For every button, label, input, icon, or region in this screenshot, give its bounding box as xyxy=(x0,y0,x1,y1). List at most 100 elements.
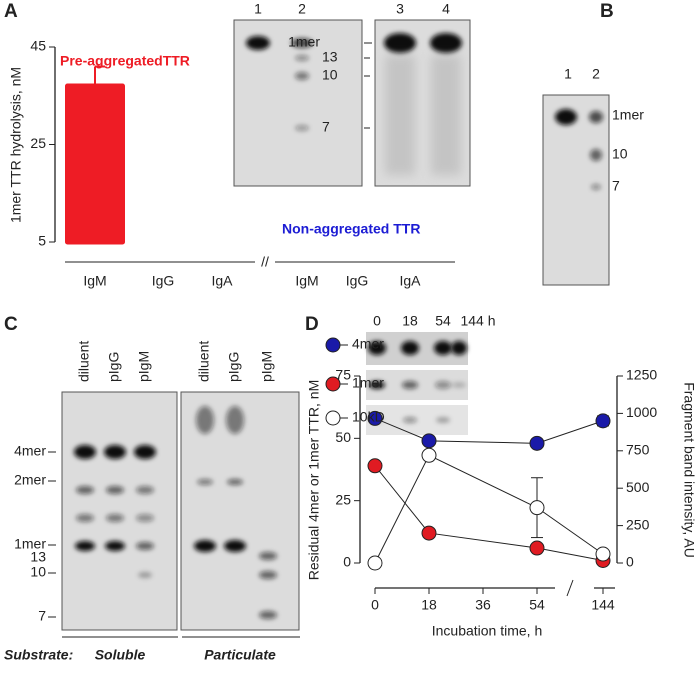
lane-label: 2 xyxy=(298,1,306,17)
y2-tick-label: 1250 xyxy=(626,367,657,383)
gel-bands xyxy=(384,33,462,175)
lane-label: diluent xyxy=(76,341,92,382)
marker-label: 10 xyxy=(322,67,338,83)
x-tick-label: IgM xyxy=(83,273,106,289)
panel-label: B xyxy=(600,1,614,22)
point xyxy=(421,525,437,541)
gel-bands xyxy=(246,36,313,131)
legend-marker xyxy=(325,376,341,392)
x-tick-label: IgA xyxy=(399,273,421,289)
group-label: Soluble xyxy=(95,647,146,663)
lane-label: pIgM xyxy=(259,351,275,382)
legend-label: 4mer xyxy=(352,336,384,352)
series-line xyxy=(374,417,604,444)
axis-break: // xyxy=(261,254,269,270)
marker-label: 13 xyxy=(322,49,338,65)
y2-tick-label: 0 xyxy=(626,554,634,570)
group-label: Pre-aggregatedTTR xyxy=(60,53,190,69)
panel-label: C xyxy=(4,314,18,335)
gel-bands xyxy=(555,109,603,190)
x-tick-label: 54 xyxy=(529,597,545,613)
x-tick-label: IgA xyxy=(211,273,233,289)
point xyxy=(367,458,383,474)
lane-label: pIgM xyxy=(136,351,152,382)
x-tick-label: IgG xyxy=(152,273,175,289)
point xyxy=(421,447,437,463)
gel xyxy=(61,391,178,631)
time-label: 18 xyxy=(402,313,418,329)
bar xyxy=(65,83,125,245)
y-tick-label: 0 xyxy=(343,554,351,570)
lane-label: 1 xyxy=(564,66,572,82)
lane-label: pIgG xyxy=(226,352,242,382)
point xyxy=(529,435,545,451)
x-tick-label: 0 xyxy=(371,597,379,613)
point xyxy=(367,555,383,571)
lane-label: 4 xyxy=(442,1,450,17)
lane-label: diluent xyxy=(196,341,212,382)
y-tick-label: 75 xyxy=(335,367,351,383)
series-line xyxy=(374,454,604,564)
x-axis-label: Incubation time, h xyxy=(432,623,543,639)
gel-bands xyxy=(74,406,277,619)
marker-ticks xyxy=(364,42,372,129)
legend-marker xyxy=(325,410,341,426)
y-axis-label: Residual 4mer or 1mer TTR, nM xyxy=(306,380,322,580)
marker-label: 7 xyxy=(612,178,620,194)
y-tick-label: 25 xyxy=(335,491,351,507)
group-label: Non-aggregated TTR xyxy=(282,221,420,237)
y2-tick-label: 500 xyxy=(626,479,650,495)
marker-label: 1mer xyxy=(612,107,644,123)
marker-label: 1mer xyxy=(288,34,320,50)
x-tick-label: 36 xyxy=(475,597,491,613)
point xyxy=(421,433,437,449)
marker-label: 7 xyxy=(38,608,46,624)
y-tick-label: 25 xyxy=(30,135,46,151)
lane-label: 3 xyxy=(396,1,404,17)
legend-marker xyxy=(325,337,341,353)
time-label: 144 h xyxy=(460,313,495,329)
y-tick-label: 50 xyxy=(335,429,351,445)
point xyxy=(367,410,383,426)
point xyxy=(529,500,545,516)
group-label: Particulate xyxy=(204,647,276,663)
y-tick-label: 45 xyxy=(30,38,46,54)
legend-label: 1mer xyxy=(352,375,384,391)
point xyxy=(529,540,545,556)
x-tick-label: 18 xyxy=(421,597,437,613)
lane-label: 1 xyxy=(254,1,262,17)
gel xyxy=(542,94,610,286)
y2-tick-label: 1000 xyxy=(626,404,657,420)
y2-tick-label: 750 xyxy=(626,442,650,458)
x-tick-label: IgM xyxy=(295,273,318,289)
legend-label: 10kD xyxy=(352,409,385,425)
y2-axis-label: Fragment band intensity, AU xyxy=(681,382,697,558)
marker-label: 4mer xyxy=(14,443,46,459)
gel-bands xyxy=(451,341,467,388)
marker-ticks xyxy=(48,451,56,618)
substrate-label: Substrate: xyxy=(4,647,73,663)
lane-label: 2 xyxy=(592,66,600,82)
x-tick-label: 144 xyxy=(591,597,615,613)
gel-bands xyxy=(368,341,452,423)
x-tick-label: IgG xyxy=(346,273,369,289)
marker-label: 10 xyxy=(612,146,628,162)
time-label: 54 xyxy=(435,313,451,329)
panel-label: A xyxy=(4,1,18,22)
marker-label: 10 xyxy=(30,564,46,580)
marker-label: 2mer xyxy=(14,472,46,488)
panel-label: D xyxy=(305,314,319,335)
y-tick-label: 5 xyxy=(38,233,46,249)
axis-break xyxy=(566,579,574,597)
marker-label: 13 xyxy=(30,549,46,565)
time-label: 0 xyxy=(373,313,381,329)
y2-tick-label: 250 xyxy=(626,516,650,532)
marker-label: 1mer xyxy=(14,536,46,552)
point xyxy=(595,413,611,429)
series-line xyxy=(374,465,604,561)
marker-label: 7 xyxy=(322,119,330,135)
y-axis-label: 1mer TTR hydrolysis, nM xyxy=(8,67,24,223)
lane-label: pIgG xyxy=(106,352,122,382)
point xyxy=(595,546,611,562)
